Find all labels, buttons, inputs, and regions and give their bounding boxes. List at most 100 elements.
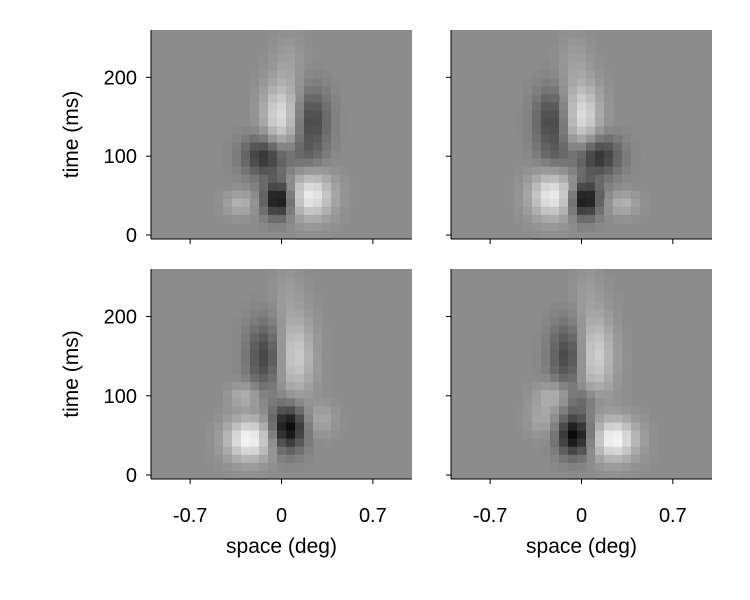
heatmap-cell xyxy=(559,446,569,456)
heatmap-cell xyxy=(223,454,233,464)
heatmap-cell xyxy=(259,414,269,424)
x-tick-label-0_7: 0.7 xyxy=(359,505,387,527)
heatmap-cell xyxy=(577,126,587,136)
heatmap-cell xyxy=(304,86,314,95)
heatmap-cell xyxy=(550,438,560,448)
heatmap-cell xyxy=(286,406,296,415)
heatmap-cell xyxy=(577,438,587,448)
heatmap-cell xyxy=(568,365,578,375)
heatmap-cell xyxy=(322,398,332,407)
heatmap-cell xyxy=(586,406,596,415)
heatmap-cell xyxy=(586,182,596,192)
heatmap-cell xyxy=(277,390,287,399)
heatmap-cell xyxy=(595,446,605,456)
heatmap-cell xyxy=(586,422,596,432)
heatmap-cell xyxy=(559,78,569,87)
heatmap-cell xyxy=(595,190,605,200)
heatmap-cell xyxy=(313,126,323,136)
panel-top-left: 0 100 200 time (ms) xyxy=(60,30,412,247)
heatmap-cell xyxy=(322,158,332,168)
heatmap-cell xyxy=(259,422,269,432)
heatmap-cell xyxy=(304,454,314,464)
heatmap-cell xyxy=(286,374,296,383)
heatmap-cell xyxy=(568,174,578,184)
heatmap-cell xyxy=(577,406,587,415)
heatmap-cell xyxy=(613,150,623,160)
heatmap-cell xyxy=(304,414,314,424)
heatmap-cell xyxy=(259,118,269,128)
heatmap-cell xyxy=(304,70,314,79)
heatmap-cell xyxy=(604,349,614,359)
heatmap-cell xyxy=(286,150,296,160)
heatmap-cell xyxy=(241,198,251,208)
heatmap-cell xyxy=(304,174,314,184)
heatmap-cell xyxy=(568,150,578,160)
heatmap-cell xyxy=(604,454,614,464)
heatmap-cell xyxy=(259,102,269,111)
heatmap-cell xyxy=(259,198,269,208)
heatmap-cell xyxy=(532,430,542,440)
heatmap-cell xyxy=(259,142,269,152)
heatmap-cell xyxy=(550,118,560,128)
heatmap-cell xyxy=(286,277,296,286)
heatmap-cell xyxy=(295,30,305,39)
heatmap-cell xyxy=(595,325,605,335)
heatmap-cell xyxy=(577,333,587,343)
heatmap-cell xyxy=(568,454,578,464)
heatmap-cell xyxy=(295,134,305,144)
heatmap-cell xyxy=(268,206,278,216)
heatmap-cell xyxy=(223,206,233,216)
heatmap-cell xyxy=(268,285,278,294)
heatmap-cell xyxy=(268,277,278,286)
heatmap-cell xyxy=(568,285,578,294)
heatmap-cell xyxy=(322,150,332,160)
heatmap-cell xyxy=(586,206,596,216)
heatmap-cell xyxy=(541,206,551,216)
heatmap-cell xyxy=(277,182,287,192)
heatmap-cell xyxy=(232,214,242,224)
heatmap-cell xyxy=(322,142,332,152)
heatmap-cell xyxy=(622,422,632,432)
heatmap-cell xyxy=(313,414,323,424)
heatmap-cell xyxy=(613,382,623,391)
heatmap-cell xyxy=(595,357,605,367)
heatmap-cell xyxy=(322,70,332,79)
heatmap-cell xyxy=(232,333,242,343)
heatmap-cells xyxy=(505,30,650,240)
heatmap-cell xyxy=(331,102,341,111)
heatmap-cell xyxy=(586,374,596,383)
heatmap-cell xyxy=(340,118,350,128)
heatmap-cell xyxy=(640,414,650,424)
heatmap-cell xyxy=(622,150,632,160)
heatmap-cell xyxy=(550,365,560,375)
heatmap-cell xyxy=(613,454,623,464)
heatmap-cell xyxy=(559,190,569,200)
heatmap-cell xyxy=(532,382,542,391)
heatmap-cell xyxy=(340,214,350,224)
heatmap-cell xyxy=(622,470,632,480)
heatmap-cell xyxy=(586,333,596,343)
heatmap-cell xyxy=(559,158,569,168)
heatmap-cell xyxy=(205,438,215,448)
heatmap-cell xyxy=(295,118,305,128)
heatmap-cell xyxy=(268,462,278,472)
heatmap-cell xyxy=(313,86,323,95)
heatmap-cell xyxy=(604,357,614,367)
heatmap-cell xyxy=(313,382,323,391)
heatmap-cell xyxy=(532,390,542,399)
heatmap-cell xyxy=(595,174,605,184)
heatmap-cell xyxy=(241,333,251,343)
heatmap-cell xyxy=(259,222,269,232)
heatmap-cell xyxy=(613,438,623,448)
heatmap-cell xyxy=(232,446,242,456)
heatmap-cell xyxy=(568,293,578,302)
heatmap-cell xyxy=(313,198,323,208)
y-tick-label-200: 200 xyxy=(104,67,137,89)
heatmap-cell xyxy=(223,390,233,399)
heatmap-cell xyxy=(568,86,578,95)
heatmap-cell xyxy=(568,94,578,103)
heatmap-cell xyxy=(586,94,596,103)
heatmap-cell xyxy=(586,285,596,294)
heatmap-cell xyxy=(595,454,605,464)
